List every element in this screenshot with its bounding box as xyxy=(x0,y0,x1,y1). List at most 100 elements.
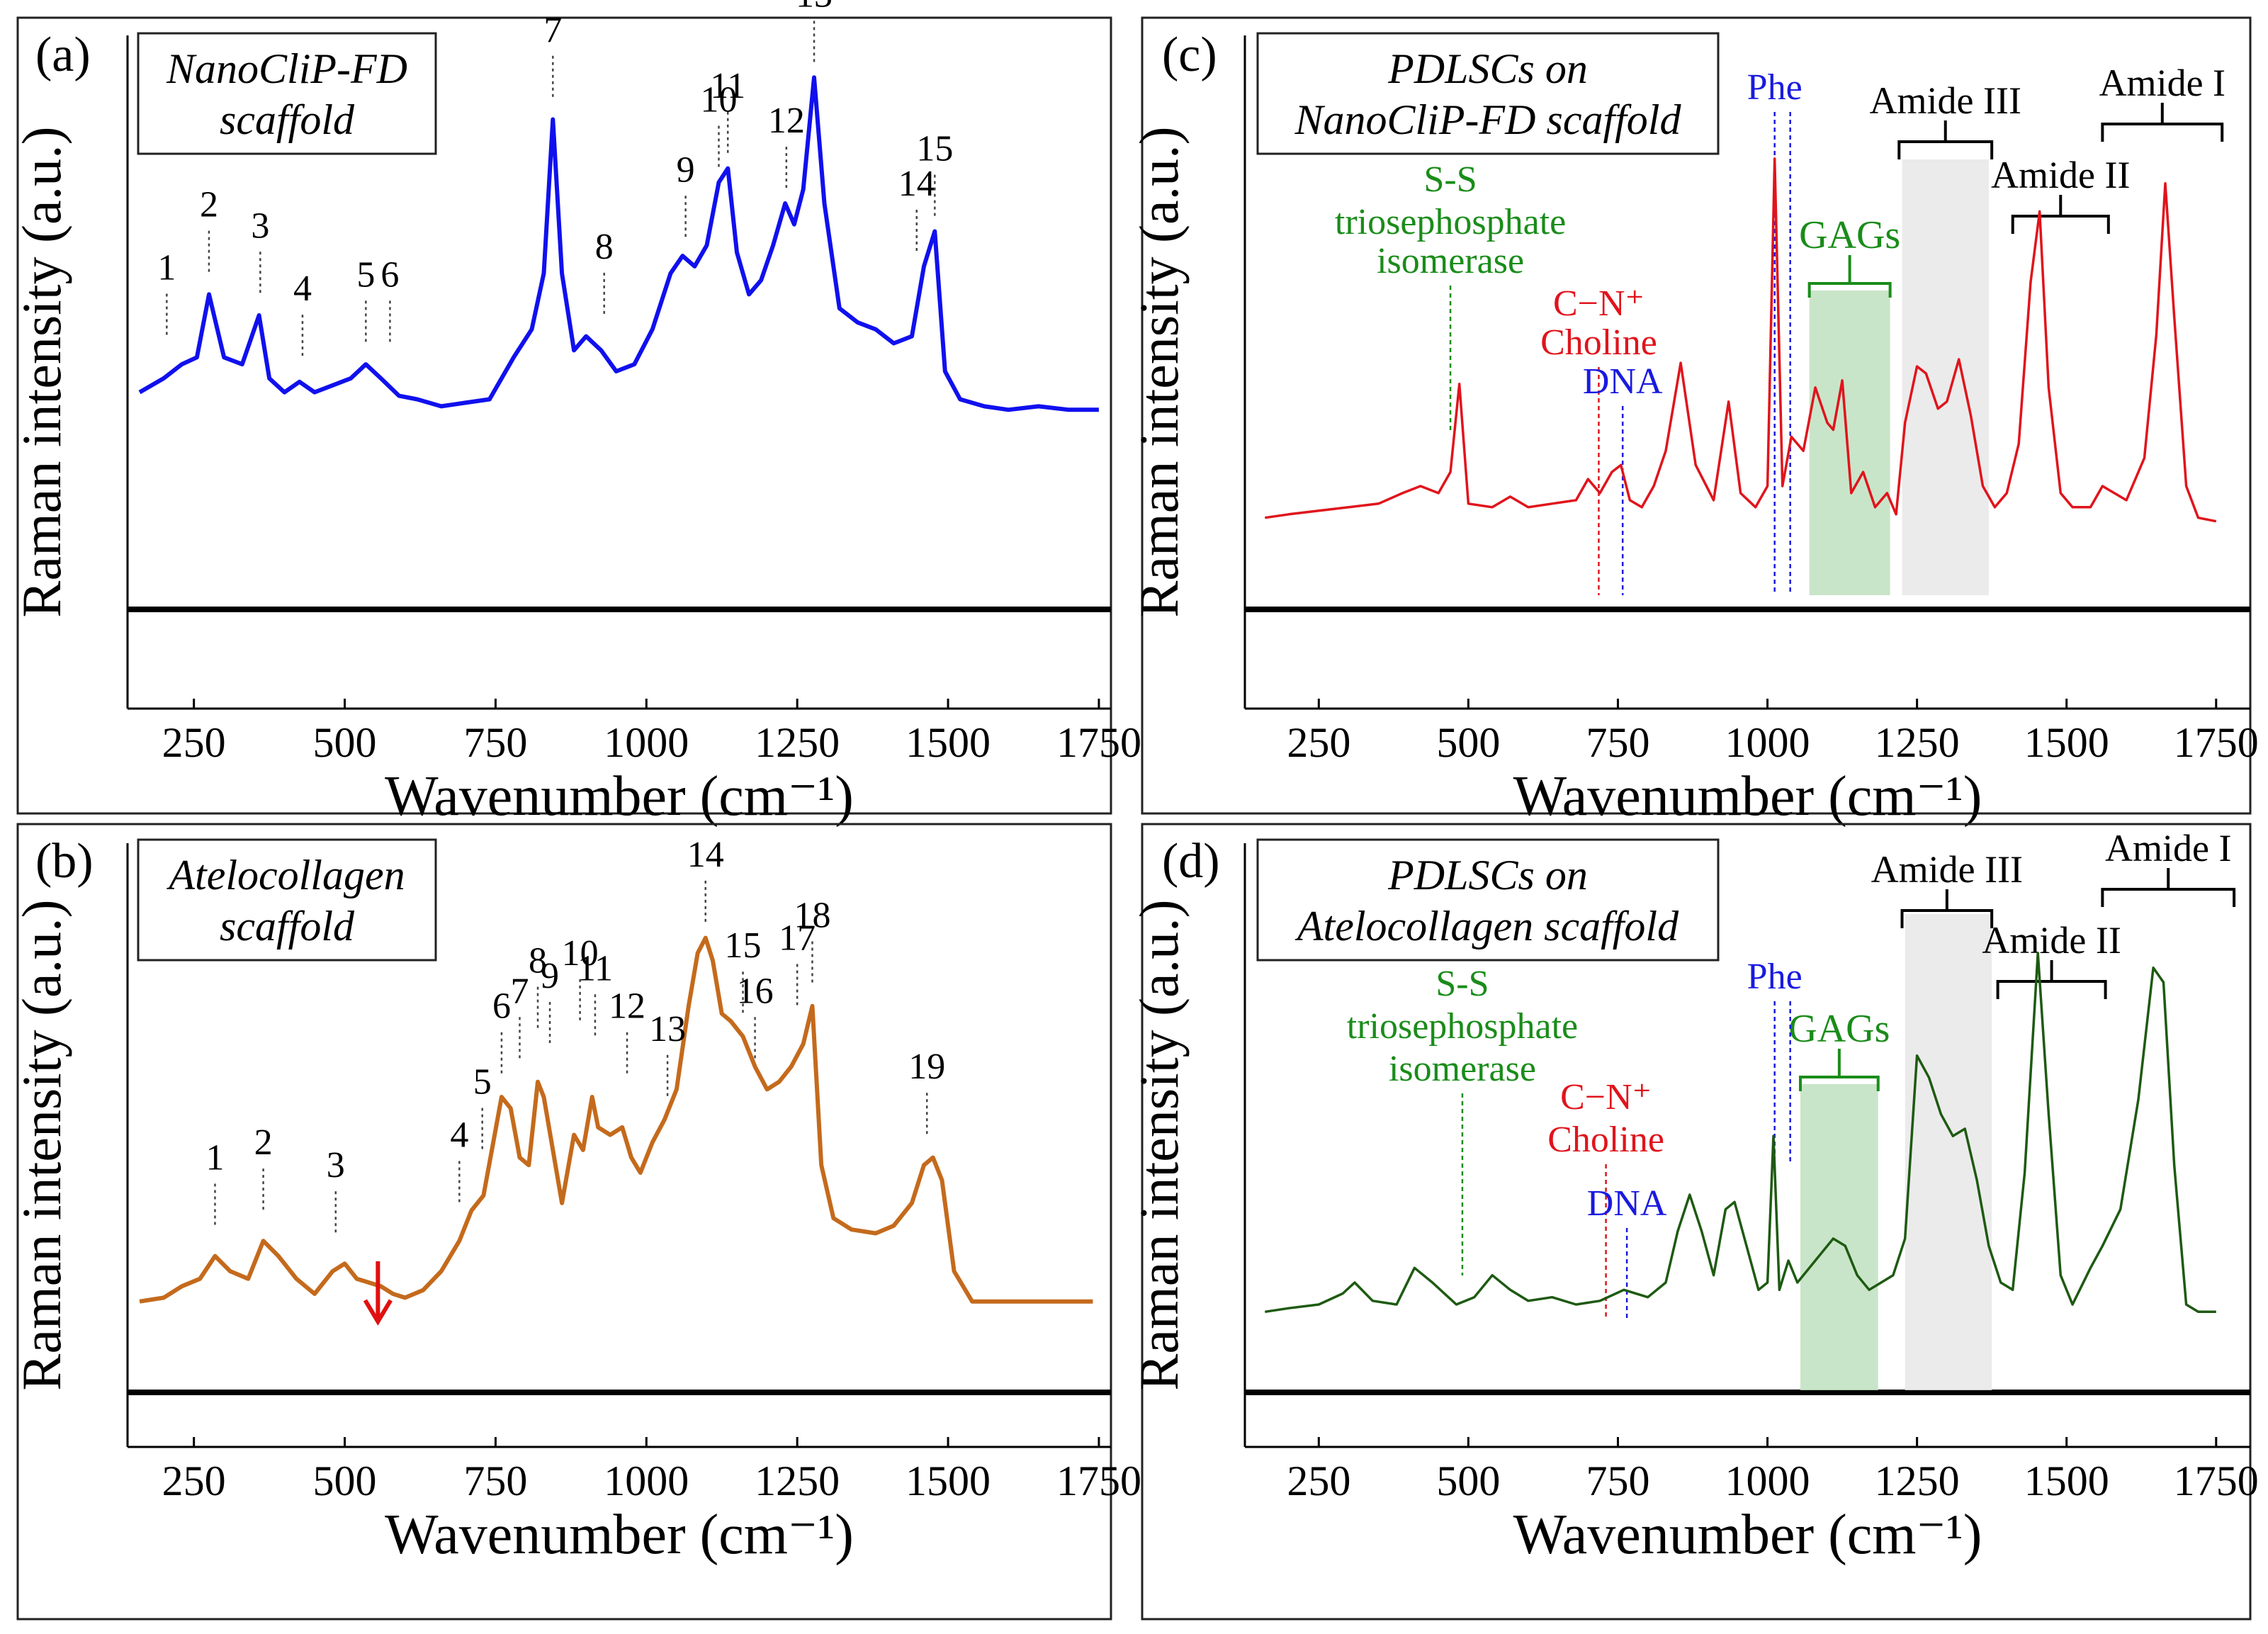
peak-label: 12 xyxy=(768,101,805,141)
marker-label: Phe xyxy=(1747,957,1802,997)
peak-label: 3 xyxy=(327,1145,345,1185)
x-tick-label: 500 xyxy=(1436,1458,1500,1504)
peak-label: 5 xyxy=(356,254,375,295)
panel-a: 250 500 750 1000 1250 1500 1750 Wavenumber (cm⁻… xyxy=(11,0,1141,828)
spectrum-line xyxy=(138,75,1099,412)
x-tick-label: 1250 xyxy=(1875,719,1960,766)
x-tick-label: 250 xyxy=(1287,719,1350,766)
x-tick-label: 750 xyxy=(463,719,527,766)
y-axis-label: Raman intensity (a.u.) xyxy=(11,126,72,617)
panel-frame xyxy=(1141,16,2252,815)
amide-label: Amide II xyxy=(1982,919,2121,962)
band-amide-iii xyxy=(1905,914,1992,1390)
peak-label: 15 xyxy=(916,129,953,169)
gags-bracket xyxy=(1798,1049,1880,1091)
amide-bracket xyxy=(2011,195,2110,234)
peak-label: 14 xyxy=(898,164,935,204)
marker-label: DNA xyxy=(1583,361,1663,402)
marker-label: isomerase xyxy=(1389,1049,1536,1089)
x-tick-label: 1750 xyxy=(1056,1458,1141,1504)
amide-label: Amide III xyxy=(1870,79,2021,122)
peak-label: 8 xyxy=(529,941,547,981)
x-tick-label: 500 xyxy=(313,719,377,766)
marker-label: Choline xyxy=(1547,1120,1664,1160)
gags-label: GAGs xyxy=(1788,1007,1890,1051)
panel-letter: (b) xyxy=(35,834,94,889)
panel-frame xyxy=(16,823,1112,1621)
peak-label: 12 xyxy=(609,986,645,1027)
panel-letter: (d) xyxy=(1162,834,1220,889)
peak-label: 7 xyxy=(543,10,562,50)
marker-label: triosephosphate xyxy=(1347,1006,1578,1047)
x-tick-label: 1500 xyxy=(905,1458,991,1504)
marker-label: triosephosphate xyxy=(1335,202,1566,242)
amide-label: Amide I xyxy=(2099,62,2225,104)
panel-c: 250 500 750 1000 1250 1500 1750 Wavenumber (cm⁻… xyxy=(1128,16,2259,828)
marker-label: DNA xyxy=(1587,1183,1667,1224)
marker-label: Phe xyxy=(1747,67,1802,108)
marker-label: S-S xyxy=(1435,964,1489,1004)
peak-label: 15 xyxy=(725,925,762,966)
marker-label: C−N⁺ xyxy=(1553,283,1644,324)
x-tick-label: 750 xyxy=(1586,1458,1649,1504)
title-box xyxy=(137,32,437,155)
amide-label: Amide I xyxy=(2105,827,2231,869)
x-tick-label: 1500 xyxy=(905,719,991,766)
peak-label: 14 xyxy=(687,835,724,875)
y-axis-label: Raman intensity (a.u.) xyxy=(11,899,72,1390)
band-gags xyxy=(1809,291,1890,595)
peak-label: 6 xyxy=(380,254,399,295)
x-axis-label: Wavenumber (cm⁻¹) xyxy=(1513,765,1982,828)
title-line: NanoCliP-FD scaffold xyxy=(1294,96,1682,143)
x-tick-label: 1000 xyxy=(1725,719,1810,766)
peak-label: 9 xyxy=(541,956,559,996)
x-tick-label: 500 xyxy=(313,1458,377,1504)
marker-label: isomerase xyxy=(1377,241,1524,281)
x-tick-label: 250 xyxy=(162,1458,226,1504)
panel-b: 250 500 750 1000 1250 1500 1750 Wavenumber (cm⁻… xyxy=(11,823,1141,1621)
x-tick-label: 1250 xyxy=(1875,1458,1960,1504)
red-arrow-icon xyxy=(363,1261,393,1326)
x-tick-label: 1500 xyxy=(2024,1458,2109,1504)
amide-label: Amide III xyxy=(1871,848,2023,891)
panel-letter: (c) xyxy=(1162,28,1217,82)
peak-label: 8 xyxy=(595,227,614,267)
x-axis-label: Wavenumber (cm⁻¹) xyxy=(385,765,854,828)
amide-bracket xyxy=(1900,889,1994,928)
marker-label: S-S xyxy=(1423,159,1477,200)
x-tick-label: 1000 xyxy=(1725,1458,1810,1504)
peak-label: 18 xyxy=(794,895,830,935)
gags-bracket xyxy=(1807,255,1892,298)
panel-frame xyxy=(16,16,1112,815)
x-tick-label: 250 xyxy=(1287,1458,1350,1504)
title-line: PDLSCs on xyxy=(1387,852,1588,898)
title-line: Atelocollagen scaffold xyxy=(1294,903,1679,950)
marker-label: Choline xyxy=(1540,322,1657,363)
peak-label: 2 xyxy=(254,1122,273,1163)
x-tick-label: 1250 xyxy=(755,1458,840,1504)
amide-bracket xyxy=(2101,103,2224,142)
peak-label: 4 xyxy=(293,269,312,309)
x-tick-label: 250 xyxy=(162,719,226,766)
x-tick-label: 1000 xyxy=(604,719,689,766)
peak-label: 3 xyxy=(251,205,269,246)
peak-label: 17 xyxy=(779,918,816,959)
y-axis-label: Raman intensity (a.u.) xyxy=(1128,899,1190,1390)
title-line: NanoCliP-FD xyxy=(166,45,407,92)
peak-label: 4 xyxy=(450,1115,468,1155)
amide-label: Amide II xyxy=(1991,154,2130,196)
x-tick-label: 1500 xyxy=(2024,719,2109,766)
amide-bracket xyxy=(1996,960,2107,999)
peak-label: 1 xyxy=(205,1138,224,1178)
peak-label: 1 xyxy=(157,248,176,288)
x-axis-label: Wavenumber (cm⁻¹) xyxy=(1513,1504,1982,1566)
peak-label: 13 xyxy=(649,1009,686,1049)
x-tick-label: 750 xyxy=(463,1458,527,1504)
panel-frame xyxy=(1141,823,2252,1621)
band-gags xyxy=(1800,1084,1878,1390)
x-tick-label: 1250 xyxy=(755,719,840,766)
peak-label: 5 xyxy=(473,1062,492,1103)
title-box xyxy=(1256,838,1720,962)
spectrum-line xyxy=(1265,157,2217,523)
